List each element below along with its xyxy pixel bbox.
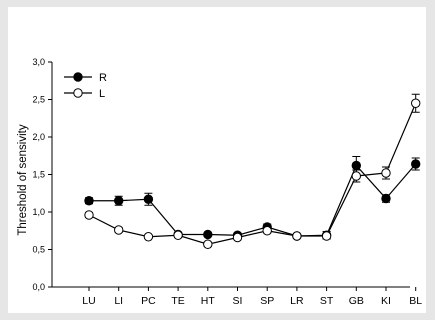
data-point [381, 193, 391, 204]
legend-label-l: L [99, 88, 105, 100]
data-point [232, 232, 243, 243]
y-tick-label: 2,0 [32, 132, 45, 142]
data-point [351, 160, 361, 171]
series-layer [84, 93, 421, 249]
y-tick-label: 0,0 [32, 282, 45, 292]
x-tick-label: BL [409, 295, 422, 307]
axes-layer: 0,0 0,5 1,0 1,5 2,0 2,5 3,0 LU LI PC TE HT SI SP LR ST G… [32, 57, 422, 307]
series-r [84, 156, 421, 241]
legend-marker-l [73, 88, 83, 98]
y-tick-label: 2,5 [32, 95, 45, 105]
legend-label-r: R [99, 72, 107, 84]
data-point [114, 225, 124, 235]
data-point [84, 196, 94, 206]
data-point [143, 232, 154, 242]
data-point [321, 231, 332, 241]
x-tick-label: PC [141, 295, 156, 307]
series-line [89, 163, 417, 237]
data-point [411, 159, 421, 169]
x-tick-label: TE [171, 295, 184, 307]
data-point [203, 229, 213, 240]
data-point [262, 226, 272, 236]
series-line [88, 103, 417, 245]
legend: R L [64, 72, 107, 100]
x-tick-label: LU [82, 295, 95, 307]
chart-panel: 0,0 0,5 1,0 1,5 2,0 2,5 3,0 LU LI PC TE HT SI SP LR ST G… [8, 7, 426, 313]
line-chart: 0,0 0,5 1,0 1,5 2,0 2,5 3,0 LU LI PC TE HT SI SP LR ST G… [17, 57, 422, 307]
data-point [173, 230, 183, 240]
data-point [411, 98, 421, 108]
x-tick-label: GB [349, 295, 364, 307]
data-point [114, 196, 124, 206]
data-point [292, 231, 302, 241]
y-tick-label: 3,0 [32, 57, 45, 67]
series-l [84, 93, 421, 249]
x-tick-label: ST [320, 295, 334, 307]
y-tick-label: 1,0 [32, 207, 45, 217]
y-tick-label: 1,5 [32, 170, 45, 180]
x-tick-label: LR [290, 295, 304, 307]
data-point [143, 194, 154, 204]
x-tick-label: LI [114, 295, 123, 307]
data-point [381, 168, 391, 178]
x-tick-label: HT [201, 295, 216, 307]
legend-marker-r [73, 72, 83, 82]
x-tick-label: KI [381, 295, 391, 307]
data-point [351, 171, 361, 181]
y-axis-title: Threshold of sensivity [17, 124, 29, 235]
x-tick-label: SP [260, 295, 274, 307]
y-tick-label: 0,5 [32, 245, 45, 255]
data-point [84, 210, 94, 220]
data-point [203, 239, 213, 249]
x-tick-label: SI [233, 295, 243, 307]
